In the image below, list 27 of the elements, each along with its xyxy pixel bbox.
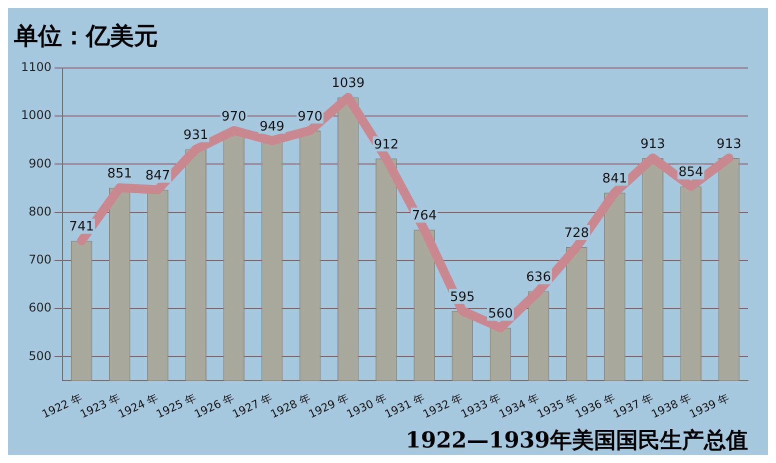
text: 1922—1939年美国国民生产总值	[406, 428, 748, 454]
data-label: 912	[374, 137, 399, 152]
y-tick-label: 600	[28, 300, 52, 315]
data-label: 970	[221, 109, 246, 124]
data-label: 741	[69, 220, 94, 235]
data-label: 636	[526, 270, 551, 286]
y-tick-label: 700	[28, 252, 52, 267]
y-tick-label: 500	[28, 348, 52, 363]
data-label: 854	[678, 165, 704, 180]
data-label: 931	[183, 128, 208, 144]
data-label: 764	[412, 208, 437, 224]
data-label: 560	[488, 306, 513, 322]
data-label: 949	[260, 120, 284, 135]
y-tick-label: 1100	[20, 60, 52, 74]
data-label: 841	[602, 171, 628, 186]
data-label: 913	[716, 136, 742, 152]
data-label: 851	[107, 166, 132, 182]
data-label: 913	[640, 136, 666, 152]
y-tick-label: 1000	[20, 108, 52, 122]
data-label: 1039	[332, 76, 365, 92]
text: 单位：亿美元	[14, 20, 158, 52]
data-label: 728	[564, 226, 590, 241]
data-label: 970	[298, 109, 322, 124]
y-tick-label: 800	[28, 204, 52, 218]
data-label: 847	[145, 168, 170, 184]
data-label: 595	[450, 290, 475, 305]
y-tick-label: 900	[28, 156, 52, 170]
